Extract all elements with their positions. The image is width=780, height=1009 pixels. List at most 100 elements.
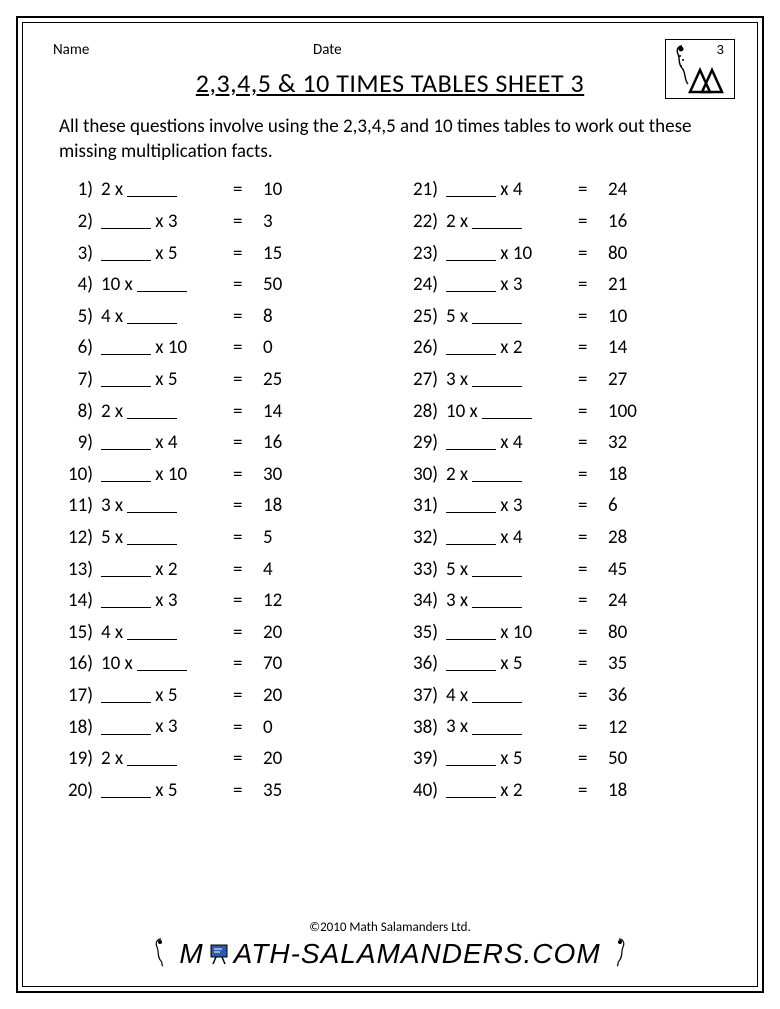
blank-field[interactable] xyxy=(472,307,522,324)
blank-field[interactable] xyxy=(127,528,177,545)
blank-field[interactable] xyxy=(446,275,496,292)
blank-field[interactable] xyxy=(472,686,522,703)
blank-field[interactable] xyxy=(446,623,496,640)
problem-number: 28) xyxy=(404,402,446,421)
equals-sign: = xyxy=(233,402,263,421)
problem-expression: x 4 xyxy=(101,431,233,452)
blank-field[interactable] xyxy=(127,623,177,640)
blank-field[interactable] xyxy=(127,749,177,766)
blank-field[interactable] xyxy=(472,560,522,577)
right-operand: x 4 xyxy=(496,431,522,454)
blank-field[interactable] xyxy=(101,244,151,261)
problem-columns: 1)2 x =102) x 3=33) x 5=154)10 x =505)4 … xyxy=(53,178,727,810)
blank-field[interactable] xyxy=(101,717,151,734)
blank-field[interactable] xyxy=(101,560,151,577)
left-operand: 3 x xyxy=(446,368,472,391)
problem-row: 36) x 5=35 xyxy=(404,652,721,673)
answer-value: 10 xyxy=(608,307,627,326)
blank-field[interactable] xyxy=(101,338,151,355)
problem-row: 5)4 x =8 xyxy=(59,305,376,326)
problem-row: 6) x 10=0 xyxy=(59,336,376,357)
equals-sign: = xyxy=(233,338,263,357)
problem-row: 38)3 x =12 xyxy=(404,715,721,736)
blank-field[interactable] xyxy=(446,496,496,513)
blank-field[interactable] xyxy=(446,654,496,671)
blank-field[interactable] xyxy=(446,244,496,261)
date-label: Date xyxy=(313,41,342,59)
problem-expression: 4 x xyxy=(101,305,233,326)
blank-field[interactable] xyxy=(472,212,522,229)
answer-value: 100 xyxy=(608,402,637,421)
equals-sign: = xyxy=(578,686,608,705)
equals-sign: = xyxy=(233,496,263,515)
left-operand: 4 x xyxy=(101,305,127,328)
equals-sign: = xyxy=(233,623,263,642)
brand-salamander-right-icon xyxy=(605,937,631,974)
problem-expression: x 4 xyxy=(446,178,578,199)
problem-number: 25) xyxy=(404,307,446,326)
problem-expression: 10 x xyxy=(101,273,233,294)
right-operand: x 3 xyxy=(151,210,177,233)
blank-field[interactable] xyxy=(137,275,187,292)
problem-expression: x 3 xyxy=(446,273,578,294)
answer-value: 18 xyxy=(263,496,282,515)
answer-value: 50 xyxy=(608,749,627,768)
blank-field[interactable] xyxy=(446,781,496,798)
left-operand: 10 x xyxy=(101,273,137,296)
problem-number: 16) xyxy=(59,654,101,673)
problem-number: 21) xyxy=(404,180,446,199)
equals-sign: = xyxy=(233,781,263,800)
problem-row: 12)5 x =5 xyxy=(59,526,376,547)
problem-expression: 3 x xyxy=(101,494,233,515)
problem-expression: x 4 xyxy=(446,526,578,547)
equals-sign: = xyxy=(233,465,263,484)
blank-field[interactable] xyxy=(472,465,522,482)
problem-row: 4)10 x =50 xyxy=(59,273,376,294)
equals-sign: = xyxy=(233,591,263,610)
blank-field[interactable] xyxy=(101,370,151,387)
left-operand: 2 x xyxy=(101,400,127,423)
answer-value: 21 xyxy=(608,275,627,294)
blank-field[interactable] xyxy=(101,591,151,608)
blank-field[interactable] xyxy=(482,402,532,419)
equals-sign: = xyxy=(233,560,263,579)
blank-field[interactable] xyxy=(446,338,496,355)
answer-value: 35 xyxy=(608,654,627,673)
problem-number: 22) xyxy=(404,212,446,231)
right-operand: x 5 xyxy=(151,779,177,802)
blank-field[interactable] xyxy=(127,307,177,324)
blank-field[interactable] xyxy=(101,465,151,482)
blank-field[interactable] xyxy=(101,686,151,703)
salamander-badge-icon: 3 xyxy=(668,42,732,96)
answer-value: 32 xyxy=(608,433,627,452)
blank-field[interactable] xyxy=(101,433,151,450)
left-operand: 5 x xyxy=(101,526,127,549)
problem-expression: x 5 xyxy=(101,684,233,705)
blank-field[interactable] xyxy=(446,749,496,766)
answer-value: 70 xyxy=(263,654,282,673)
blank-field[interactable] xyxy=(446,180,496,197)
blank-field[interactable] xyxy=(472,370,522,387)
blank-field[interactable] xyxy=(446,433,496,450)
problem-number: 33) xyxy=(404,560,446,579)
blank-field[interactable] xyxy=(127,180,177,197)
blank-field[interactable] xyxy=(127,402,177,419)
problem-expression: 2 x xyxy=(446,463,578,484)
blank-field[interactable] xyxy=(472,591,522,608)
equals-sign: = xyxy=(578,496,608,515)
blank-field[interactable] xyxy=(127,496,177,513)
left-operand: 10 x xyxy=(101,652,137,675)
blank-field[interactable] xyxy=(101,212,151,229)
answer-value: 12 xyxy=(608,718,627,737)
blank-field[interactable] xyxy=(137,654,187,671)
blank-field[interactable] xyxy=(101,781,151,798)
instructions-text: All these questions involve using the 2,… xyxy=(59,115,721,164)
blank-field[interactable] xyxy=(446,528,496,545)
copyright-text: ©2010 Math Salamanders Ltd. xyxy=(23,920,757,935)
answer-value: 15 xyxy=(263,244,282,263)
equals-sign: = xyxy=(233,749,263,768)
problem-row: 20) x 5=35 xyxy=(59,779,376,800)
blank-field[interactable] xyxy=(472,717,522,734)
worksheet-page: Name Date 3 2,3,4,5 & 10 TIMES TABLES SH… xyxy=(0,0,780,1009)
brand-salamander-left-icon xyxy=(149,937,175,974)
